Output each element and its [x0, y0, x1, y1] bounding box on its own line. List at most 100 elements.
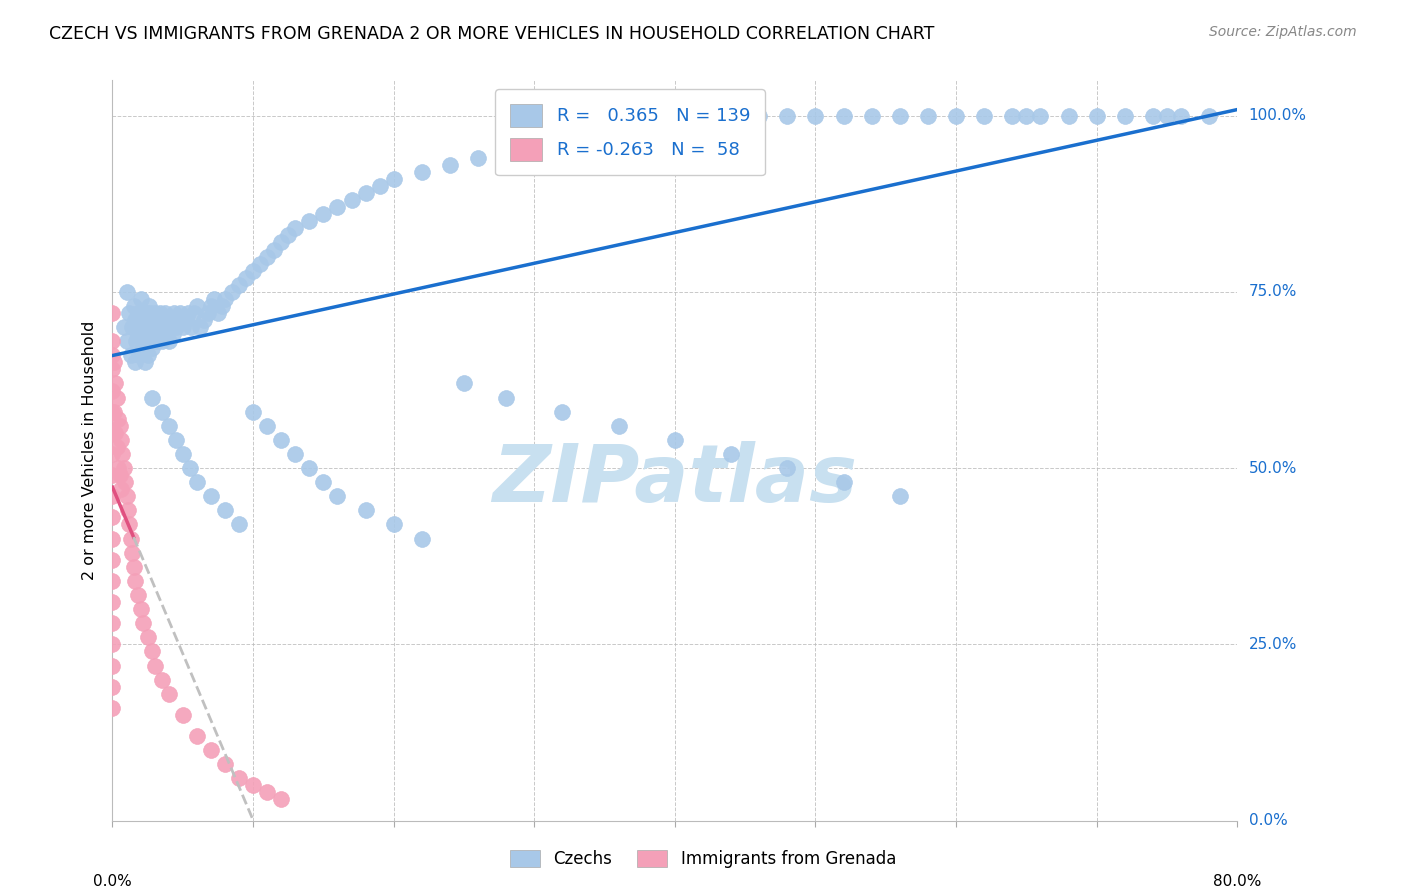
- Point: [889, 489, 911, 503]
- Point: [148, 313, 170, 327]
- Point: [664, 109, 686, 123]
- Point: [200, 299, 222, 313]
- Point: [523, 136, 546, 151]
- Point: [228, 772, 250, 786]
- Point: [200, 743, 222, 757]
- Point: [104, 425, 127, 440]
- Point: [832, 475, 855, 490]
- Point: [150, 405, 173, 419]
- Point: [139, 327, 162, 342]
- Point: [101, 489, 124, 503]
- Text: 25.0%: 25.0%: [1249, 637, 1296, 652]
- Point: [132, 616, 155, 631]
- Point: [101, 680, 124, 694]
- Point: [136, 630, 159, 644]
- Point: [228, 517, 250, 532]
- Point: [134, 327, 156, 342]
- Point: [125, 334, 148, 348]
- Point: [1057, 109, 1080, 123]
- Point: [103, 405, 125, 419]
- Point: [127, 327, 149, 342]
- Point: [101, 553, 124, 567]
- Point: [101, 425, 124, 440]
- Point: [136, 348, 159, 362]
- Point: [107, 411, 129, 425]
- Point: [101, 701, 124, 715]
- Point: [110, 433, 132, 447]
- Point: [495, 144, 517, 158]
- Point: [115, 334, 138, 348]
- Point: [214, 757, 236, 772]
- Point: [214, 503, 236, 517]
- Point: [607, 418, 630, 433]
- Point: [1015, 109, 1038, 123]
- Point: [214, 292, 236, 306]
- Point: [186, 299, 208, 313]
- Point: [917, 109, 939, 123]
- Point: [270, 792, 292, 806]
- Point: [748, 109, 770, 123]
- Point: [179, 461, 201, 475]
- Point: [141, 341, 163, 355]
- Point: [108, 418, 131, 433]
- Point: [249, 257, 271, 271]
- Point: [277, 228, 299, 243]
- Point: [889, 109, 911, 123]
- Point: [1156, 109, 1178, 123]
- Point: [143, 306, 166, 320]
- Point: [114, 475, 136, 490]
- Point: [112, 320, 135, 334]
- Point: [242, 778, 264, 792]
- Point: [101, 616, 124, 631]
- Point: [340, 193, 363, 207]
- Point: [235, 270, 257, 285]
- Point: [256, 250, 278, 264]
- Point: [101, 510, 124, 524]
- Point: [1170, 109, 1192, 123]
- Point: [118, 306, 141, 320]
- Point: [467, 151, 489, 165]
- Point: [105, 440, 128, 454]
- Point: [122, 559, 145, 574]
- Point: [121, 546, 143, 560]
- Point: [186, 475, 208, 490]
- Point: [149, 306, 172, 320]
- Point: [118, 517, 141, 532]
- Point: [101, 348, 124, 362]
- Point: [200, 489, 222, 503]
- Point: [221, 285, 243, 299]
- Point: [124, 355, 146, 369]
- Point: [101, 658, 124, 673]
- Point: [146, 334, 169, 348]
- Point: [159, 320, 181, 334]
- Point: [945, 109, 967, 123]
- Point: [101, 447, 124, 461]
- Point: [186, 729, 208, 743]
- Point: [180, 320, 202, 334]
- Legend: Czechs, Immigrants from Grenada: Czechs, Immigrants from Grenada: [502, 842, 904, 877]
- Point: [135, 334, 157, 348]
- Point: [207, 306, 229, 320]
- Point: [973, 109, 995, 123]
- Point: [143, 334, 166, 348]
- Point: [312, 207, 335, 221]
- Point: [256, 785, 278, 799]
- Point: [593, 122, 616, 136]
- Point: [312, 475, 335, 490]
- Point: [124, 313, 146, 327]
- Point: [242, 263, 264, 277]
- Point: [202, 292, 225, 306]
- Point: [166, 313, 188, 327]
- Point: [326, 200, 349, 214]
- Point: [122, 299, 145, 313]
- Point: [101, 532, 124, 546]
- Point: [141, 644, 163, 658]
- Point: [129, 602, 152, 616]
- Point: [1001, 109, 1024, 123]
- Point: [101, 468, 124, 483]
- Point: [153, 306, 176, 320]
- Point: [284, 221, 307, 235]
- Point: [776, 461, 799, 475]
- Point: [270, 433, 292, 447]
- Point: [211, 299, 233, 313]
